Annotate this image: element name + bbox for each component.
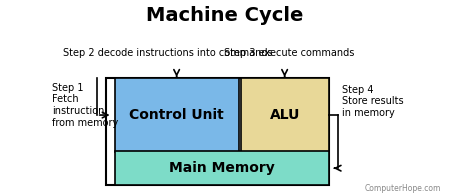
- Text: Control Unit: Control Unit: [129, 108, 224, 122]
- Bar: [115, 78, 238, 152]
- Text: ALU: ALU: [270, 108, 300, 122]
- Text: Machine Cycle: Machine Cycle: [146, 6, 304, 25]
- Text: Step 3 execute commands: Step 3 execute commands: [224, 49, 354, 58]
- Bar: [115, 151, 328, 185]
- Text: ComputerHope.com: ComputerHope.com: [364, 184, 441, 193]
- Text: Step 1
Fetch
instruction
from memory: Step 1 Fetch instruction from memory: [52, 83, 118, 128]
- Bar: [241, 78, 328, 152]
- Bar: [106, 78, 328, 185]
- Text: Main Memory: Main Memory: [169, 161, 274, 175]
- Text: Step 2 decode instructions into commands: Step 2 decode instructions into commands: [63, 49, 272, 58]
- Text: Step 4
Store results
in memory: Step 4 Store results in memory: [342, 85, 404, 118]
